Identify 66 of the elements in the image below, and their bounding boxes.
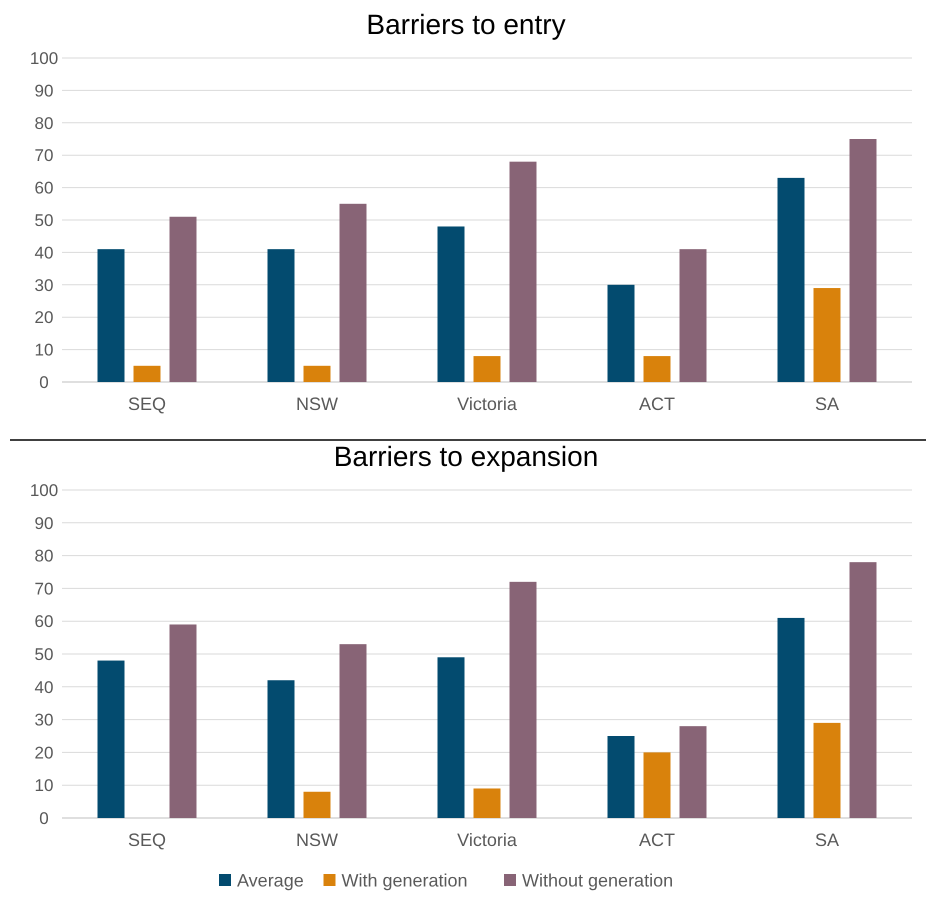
bar <box>644 356 670 382</box>
x-tick-label: NSW <box>296 830 338 850</box>
bar <box>438 657 464 818</box>
bar <box>850 139 876 382</box>
y-tick-label: 100 <box>30 48 58 68</box>
bar <box>778 618 804 818</box>
y-tick-label: 40 <box>34 678 54 697</box>
y-tick-label: 70 <box>34 579 54 598</box>
bar <box>340 644 366 818</box>
y-tick-label: 80 <box>34 114 54 133</box>
y-tick-label: 50 <box>34 210 54 230</box>
bar <box>268 680 294 818</box>
y-tick-label: 0 <box>39 372 49 392</box>
bar <box>778 178 804 382</box>
y-tick-label: 0 <box>39 808 49 828</box>
bar <box>680 726 706 818</box>
bar <box>438 226 464 382</box>
x-tick-label: Victoria <box>457 830 518 850</box>
y-tick-label: 40 <box>34 243 54 262</box>
x-tick-label: NSW <box>296 394 338 414</box>
bar <box>304 366 330 382</box>
bar <box>98 660 124 818</box>
x-tick-label: SEQ <box>128 394 166 414</box>
y-tick-label: 90 <box>34 514 54 533</box>
bar <box>268 249 294 382</box>
bar <box>608 284 634 382</box>
bar <box>134 366 160 382</box>
y-tick-label: 20 <box>34 743 54 762</box>
chart-title: Barriers to expansion <box>334 441 598 472</box>
x-tick-label: SA <box>814 830 840 850</box>
bar <box>170 624 196 818</box>
x-tick-label: Victoria <box>457 394 518 414</box>
y-tick-label: 60 <box>34 612 54 632</box>
bar <box>510 582 536 818</box>
y-tick-label: 90 <box>34 81 54 100</box>
x-tick-label: ACT <box>639 830 676 850</box>
y-tick-label: 60 <box>34 178 54 198</box>
y-tick-label: 10 <box>34 776 54 796</box>
x-tick-label: ACT <box>639 394 676 414</box>
y-tick-label: 70 <box>34 146 54 166</box>
x-tick-label: SA <box>814 394 840 414</box>
y-tick-label: 100 <box>30 480 58 500</box>
chart-title: Barriers to entry <box>366 9 566 40</box>
bar <box>608 736 634 818</box>
bar <box>644 752 670 818</box>
bar <box>814 722 840 818</box>
bar <box>474 788 500 818</box>
y-tick-label: 10 <box>34 340 54 360</box>
bar <box>510 162 536 382</box>
bar <box>304 792 330 818</box>
bar <box>170 216 196 382</box>
y-tick-label: 30 <box>34 710 54 730</box>
y-tick-label: 80 <box>34 546 54 566</box>
bar <box>814 288 840 382</box>
x-tick-label: SEQ <box>128 830 166 850</box>
y-tick-label: 30 <box>34 276 54 295</box>
bar <box>680 249 706 382</box>
legend-label: With generation <box>342 870 468 890</box>
legend-label: Without generation <box>522 870 674 890</box>
bar <box>340 204 366 382</box>
bar <box>474 356 500 382</box>
y-tick-label: 50 <box>34 644 54 664</box>
bar <box>850 562 876 818</box>
y-tick-label: 20 <box>34 308 54 328</box>
bar <box>98 249 124 382</box>
legend-label: Average <box>237 870 304 890</box>
